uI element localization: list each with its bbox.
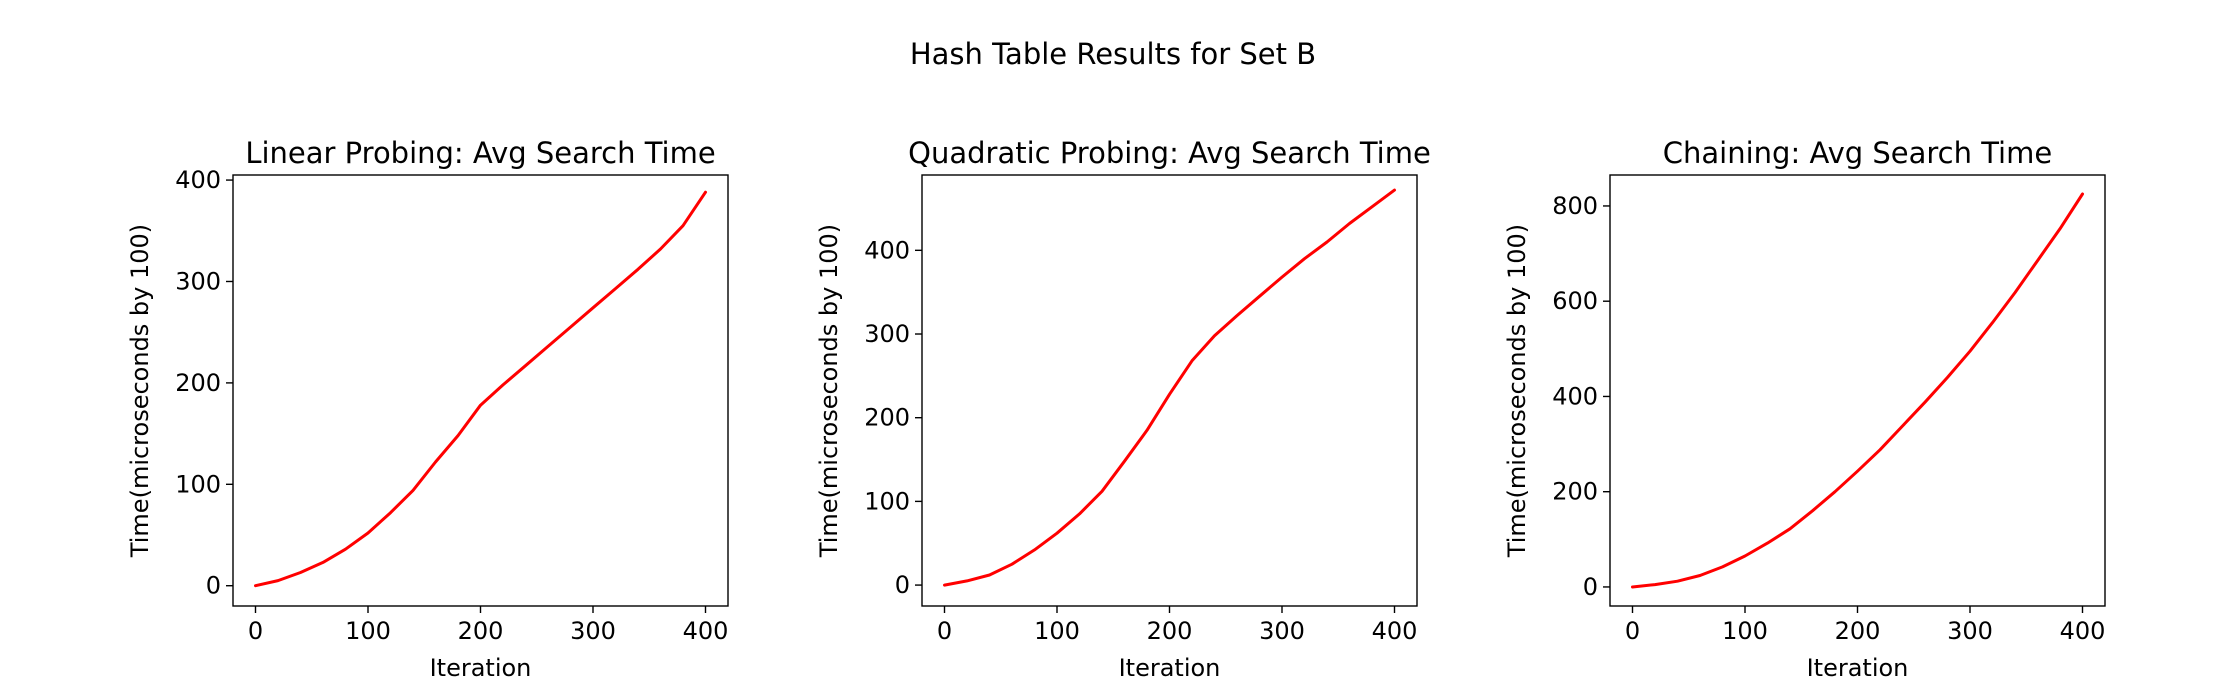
y-tick-label: 0 <box>1583 573 1598 601</box>
y-tick-label: 200 <box>175 369 221 397</box>
y-axis-label: Time(microseconds by 100) <box>1503 224 1531 558</box>
y-tick-label: 100 <box>864 487 910 515</box>
y-tick-label: 400 <box>864 236 910 264</box>
y-tick-label: 800 <box>1552 192 1598 220</box>
y-tick-label: 200 <box>864 404 910 432</box>
x-tick-label: 200 <box>458 617 504 645</box>
y-axis-label: Time(microseconds by 100) <box>815 224 843 558</box>
x-tick-label: 0 <box>937 617 952 645</box>
axes-frame <box>232 174 729 607</box>
x-tick-label: 100 <box>1034 617 1080 645</box>
axes-frame <box>1609 174 2106 607</box>
y-tick-label: 0 <box>206 572 221 600</box>
axes-frame <box>921 174 1418 607</box>
y-tick-label: 0 <box>895 571 910 599</box>
series-line <box>943 188 1396 587</box>
chart-title: Chaining: Avg Search Time <box>1663 136 2052 170</box>
x-tick-label: 0 <box>1625 617 1640 645</box>
x-tick-label: 300 <box>570 617 616 645</box>
x-tick-label: 300 <box>1947 617 1993 645</box>
chart-linear-probing: 0 100 200 300 400 0 100 200 300 400 Linear Probing… <box>126 136 729 682</box>
x-tick-label: 100 <box>345 617 391 645</box>
chart-quadratic-probing: 0 100 200 300 400 0 100 200 300 400 Quadratic Prob… <box>815 136 1431 682</box>
y-tick-label: 300 <box>175 267 221 295</box>
y-tick-label: 100 <box>175 470 221 498</box>
series-line <box>254 190 707 588</box>
y-tick-label: 400 <box>1552 382 1598 410</box>
y-axis-label: Time(microseconds by 100) <box>126 224 154 558</box>
y-tick-label: 600 <box>1552 287 1598 315</box>
x-tick-label: 400 <box>2060 617 2106 645</box>
x-tick-label: 400 <box>1372 617 1418 645</box>
series-line <box>1631 192 2084 589</box>
x-tick-label: 200 <box>1147 617 1193 645</box>
x-tick-label: 0 <box>248 617 263 645</box>
x-tick-label: 400 <box>683 617 729 645</box>
chart-title: Linear Probing: Avg Search Time <box>245 136 715 170</box>
y-tick-label: 200 <box>1552 478 1598 506</box>
chart-chaining: 0 100 200 300 400 0 200 400 600 800 Chaining: Avg … <box>1503 136 2106 682</box>
x-tick-label: 300 <box>1259 617 1305 645</box>
x-tick-label: 200 <box>1835 617 1881 645</box>
x-axis-label: Iteration <box>1119 654 1221 682</box>
y-tick-label: 400 <box>175 166 221 194</box>
y-tick-label: 300 <box>864 320 910 348</box>
x-tick-label: 100 <box>1722 617 1768 645</box>
figure-suptitle: Hash Table Results for Set B <box>910 37 1316 71</box>
chart-title: Quadratic Probing: Avg Search Time <box>908 136 1431 170</box>
x-axis-label: Iteration <box>1807 654 1909 682</box>
x-axis-label: Iteration <box>430 654 532 682</box>
